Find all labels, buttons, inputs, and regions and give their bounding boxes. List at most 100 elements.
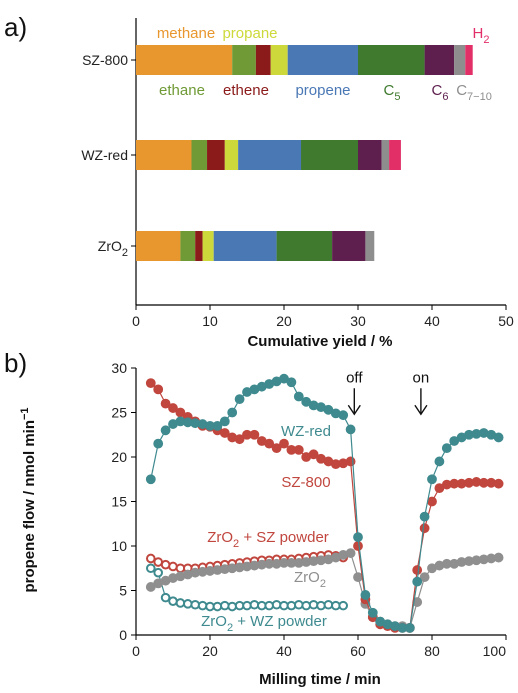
data-point <box>353 572 363 583</box>
data-point <box>419 572 430 583</box>
y-tick-label-b: 30 <box>111 360 127 376</box>
panel-label-a: a) <box>4 12 27 42</box>
data-point <box>301 600 312 611</box>
data-point <box>234 434 245 445</box>
series-label: C5 <box>384 82 401 103</box>
x-tick-label-b: 40 <box>276 643 292 659</box>
data-point <box>293 444 304 455</box>
data-point <box>183 599 193 609</box>
data-point <box>427 474 437 485</box>
x-tick-label-b: 20 <box>202 643 218 659</box>
data-point <box>227 601 237 612</box>
x-tick-label-a: 30 <box>350 313 366 329</box>
bar-segment <box>136 45 233 75</box>
data-point <box>249 599 260 610</box>
data-point <box>249 429 260 440</box>
data-point <box>271 443 282 454</box>
x-tick-label-b: 60 <box>350 643 366 659</box>
data-point <box>212 601 223 612</box>
x-tick-label-a: 0 <box>132 313 140 329</box>
data-point <box>412 576 423 587</box>
bar-segment <box>424 45 455 75</box>
data-point <box>367 607 378 618</box>
bar-segment <box>232 45 256 75</box>
x-axis-title-b: Milling time / min <box>259 671 381 688</box>
data-point <box>168 561 178 572</box>
bar-segment <box>195 231 203 261</box>
data-point <box>160 592 171 603</box>
series-label: methane <box>157 25 215 42</box>
bar-segment <box>358 140 382 170</box>
data-point <box>286 600 297 611</box>
data-point <box>168 596 178 606</box>
data-point <box>153 567 163 578</box>
data-point <box>323 599 334 610</box>
x-tick-label-a: 40 <box>424 313 440 329</box>
annotation-label: off <box>346 369 363 386</box>
data-point <box>145 474 156 485</box>
data-point <box>404 622 415 633</box>
x-tick-label-b: 100 <box>483 643 507 659</box>
bar-segment <box>381 140 390 170</box>
series-label: SZ-800 <box>281 474 330 491</box>
y-tick-label-b: 15 <box>111 494 127 510</box>
y-tick-label-b: 25 <box>111 405 127 421</box>
data-point <box>286 377 297 388</box>
bar-segment <box>255 45 271 75</box>
series-label: ethene <box>223 82 269 99</box>
bar-segment <box>332 231 366 261</box>
data-point <box>219 416 230 427</box>
data-point <box>197 600 208 611</box>
bar-segment <box>213 231 277 261</box>
x-axis-title-a: Cumulative yield / % <box>247 333 392 350</box>
data-point <box>190 599 200 610</box>
annotation-label: on <box>413 369 430 386</box>
data-point <box>308 449 319 460</box>
data-point <box>493 432 504 443</box>
data-point <box>345 456 356 467</box>
bar-segment <box>180 231 196 261</box>
data-point <box>153 384 164 395</box>
bar-segment <box>287 45 358 75</box>
data-point <box>279 438 289 449</box>
bar-segment <box>238 140 302 170</box>
data-point <box>175 598 186 608</box>
category-label: WZ-red <box>81 147 128 163</box>
series-label: ZrO2 + WZ powder <box>201 613 327 634</box>
data-point <box>160 398 171 409</box>
data-point <box>219 428 230 438</box>
series-label: ZrO2 <box>294 569 326 590</box>
data-point <box>412 565 423 575</box>
data-point <box>493 478 504 489</box>
bar-segment <box>301 140 358 170</box>
data-point <box>345 424 356 435</box>
series-label: H2 <box>473 25 490 46</box>
data-point <box>419 511 430 522</box>
bar-segment <box>202 231 214 261</box>
data-point <box>220 600 230 611</box>
data-point <box>264 600 275 611</box>
data-point <box>316 600 326 611</box>
bar-segment <box>389 140 401 170</box>
data-point <box>160 425 171 436</box>
data-point <box>212 420 223 431</box>
series-label: ethane <box>159 82 205 99</box>
y-tick-label-b: 0 <box>119 627 127 643</box>
x-tick-label-a: 10 <box>202 313 218 329</box>
y-tick-label-b: 10 <box>111 538 127 554</box>
data-point <box>145 378 156 389</box>
y-tick-label-b: 5 <box>119 583 127 599</box>
annotation-arrow-head <box>347 404 361 416</box>
data-point <box>264 438 275 449</box>
series-label: C7−10 <box>456 82 492 103</box>
x-tick-label-a: 20 <box>276 313 292 329</box>
data-point <box>293 391 304 402</box>
bar-segment <box>136 140 192 170</box>
x-tick-label-b: 0 <box>132 643 140 659</box>
data-point <box>271 599 282 610</box>
panel-label-b: b) <box>4 348 27 378</box>
x-tick-label-b: 80 <box>424 643 440 659</box>
data-point <box>434 456 445 467</box>
stacked-bar-chart: 0 10 20 30 40 50 SZ-800 WZ-red ZrO2 methane ethane… <box>81 18 514 329</box>
